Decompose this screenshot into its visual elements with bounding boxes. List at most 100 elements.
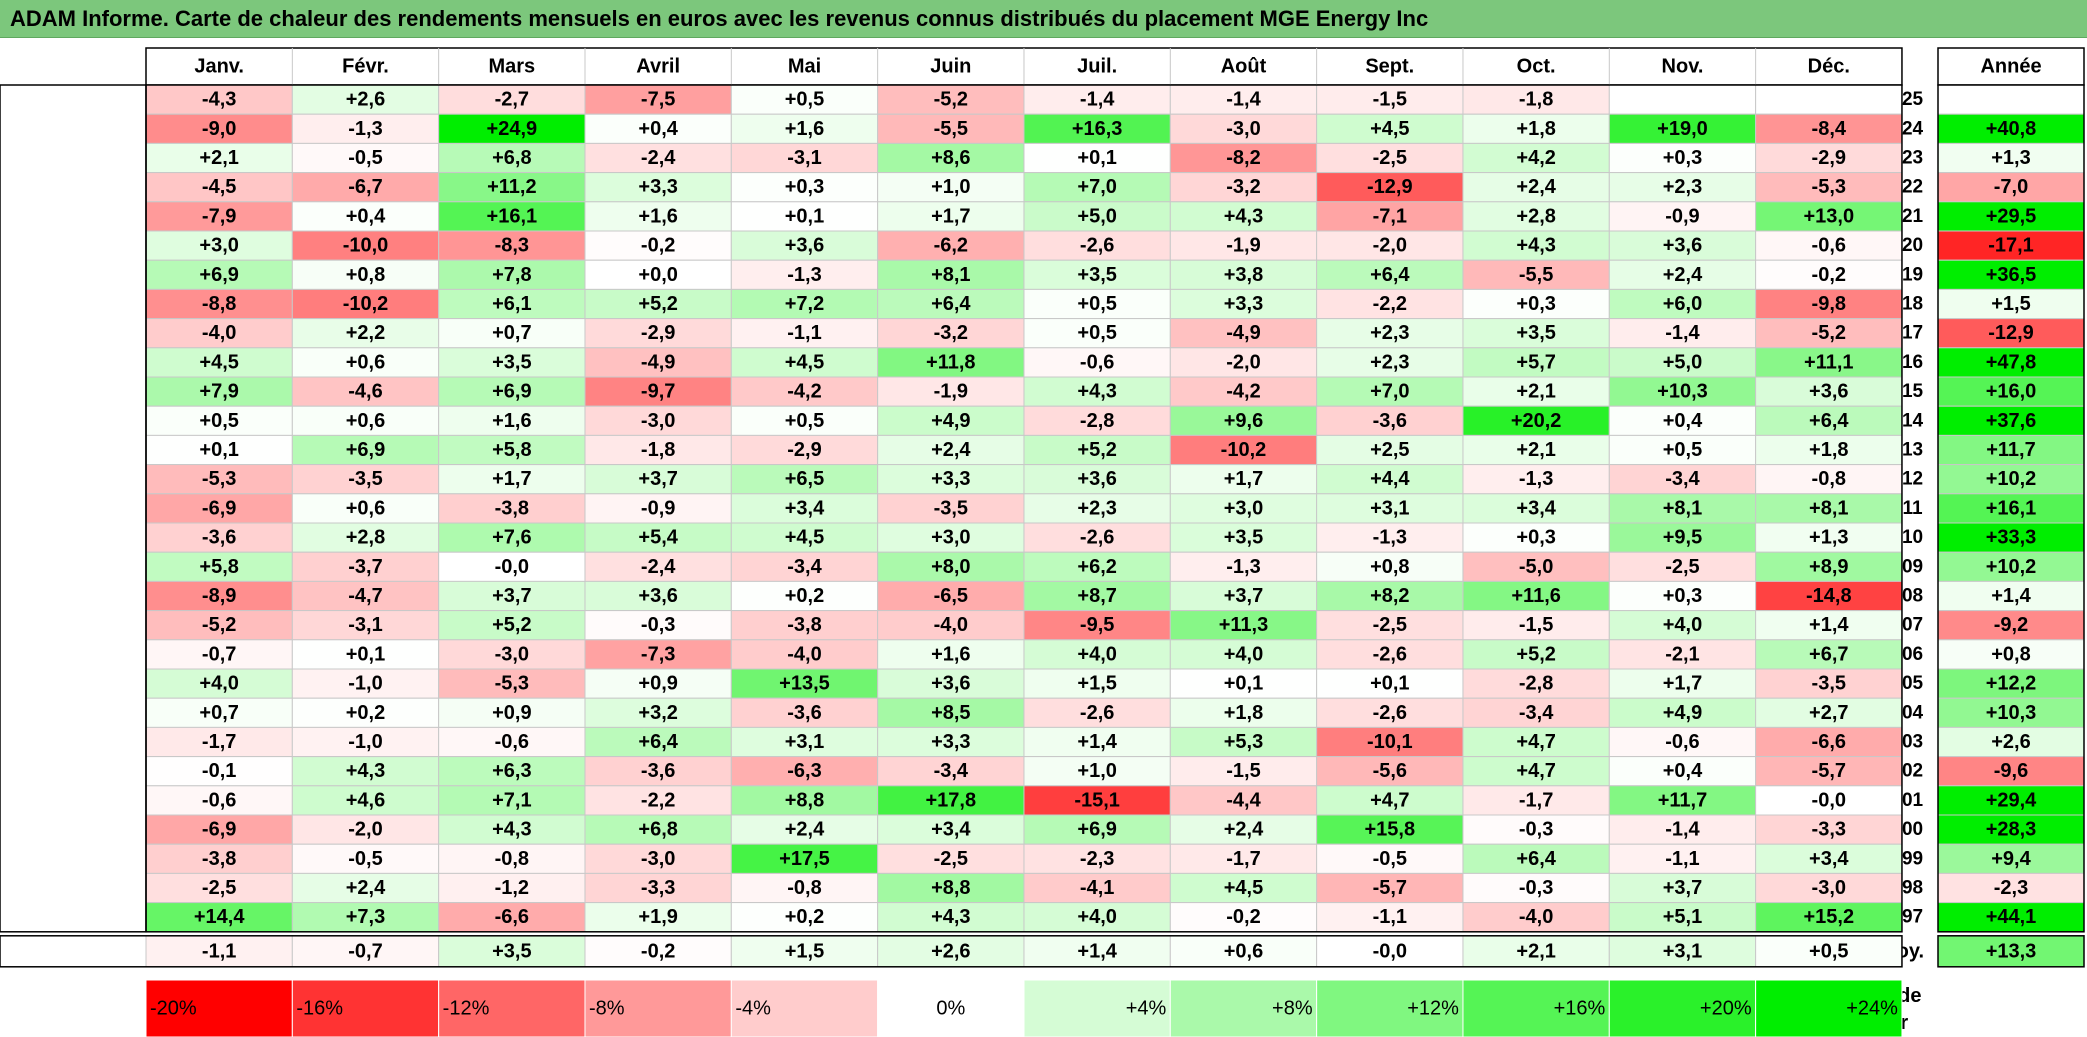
heat-cell-value: -4,3 (202, 89, 236, 111)
heat-cell (291, 814, 440, 845)
heat-cell-value: -4,5 (202, 176, 236, 198)
scale-swatch (145, 979, 293, 1037)
heat-cell-value: +3,1 (1370, 497, 1409, 519)
average-row-label: Moy. (1880, 940, 1924, 962)
heat-cell-value: +2,2 (346, 322, 385, 344)
heat-cell (877, 434, 1025, 466)
heat-cell-value: -1,1 (1665, 848, 1699, 870)
heat-cell-value: +0,5 (1077, 293, 1116, 315)
heat-cell (1023, 318, 1171, 349)
annual-column-border (1937, 84, 2085, 933)
heat-cell-value: +3,6 (931, 673, 970, 695)
heat-cell (1023, 756, 1171, 787)
heat-cell (1608, 785, 1757, 816)
heat-cell-value: +4,9 (931, 410, 970, 432)
heat-cell-value: -0,2 (641, 235, 675, 257)
heat-cell (1316, 843, 1464, 874)
annual-cell (1937, 434, 2085, 466)
heat-cell-value: -4,0 (934, 614, 968, 636)
heat-cell-value: +4,0 (1077, 906, 1116, 928)
annual-cell-value: +12,2 (1986, 673, 2037, 695)
heat-cell-value: -3,0 (495, 643, 529, 665)
heat-cell (145, 872, 293, 904)
heat-cell-value: -8,4 (1812, 118, 1847, 140)
heat-cell (1462, 639, 1610, 670)
heat-cell-value: +15,2 (1803, 906, 1854, 928)
heat-cell-value: -1,2 (495, 877, 529, 899)
heat-cell (877, 84, 1025, 115)
heat-cell-value: +0,5 (785, 89, 824, 111)
heat-cell (1608, 522, 1757, 553)
heat-cell-value: +8,7 (1077, 585, 1116, 607)
average-annual-cell (1937, 935, 2085, 968)
heat-cell (877, 464, 1025, 495)
year-label-2020: 2020 (1881, 235, 1923, 256)
heat-cell (1755, 376, 1903, 407)
heat-cell-value: +1,8 (1809, 439, 1848, 461)
heat-cell (1316, 814, 1464, 845)
year-label-2006: 2006 (1881, 644, 1923, 665)
heat-cell-value: +5,3 (1224, 731, 1263, 753)
heat-cell (291, 668, 440, 699)
heat-cell (1755, 347, 1903, 378)
heat-cell (438, 142, 586, 174)
heat-cell (877, 551, 1025, 582)
year-label-2019: 2019 (1881, 264, 1923, 285)
heat-cell-value: +2,4 (931, 439, 971, 461)
heat-cell (1608, 288, 1757, 320)
year-label-2008: 2008 (1881, 586, 1923, 607)
annual-cell-value: +37,6 (1986, 410, 2037, 432)
heat-cell-value: -3,3 (641, 877, 675, 899)
heat-cell (1462, 756, 1610, 787)
heat-cell-value: -3,2 (1226, 176, 1260, 198)
heat-cell-value: -1,0 (348, 673, 382, 695)
heat-cell (584, 347, 732, 378)
heat-cell (1316, 376, 1464, 407)
heat-cell-value: -9,5 (1080, 614, 1114, 636)
heat-cell (438, 902, 586, 933)
heat-cell-value: -0,6 (1665, 731, 1699, 753)
heat-cell-value: +0,9 (638, 673, 677, 695)
average-cell-value: -0,7 (348, 940, 382, 962)
annual-cell-value: +29,4 (1986, 789, 2037, 811)
annual-cell (1937, 902, 2085, 933)
heat-cell-value: -6,9 (202, 819, 236, 841)
heat-cell (1316, 610, 1464, 641)
heat-cell-value: +0,3 (1516, 527, 1555, 549)
heat-cell-value: +11,3 (1219, 614, 1269, 636)
heat-cell-value: -0,3 (1519, 819, 1553, 841)
heat-cell (1608, 551, 1757, 582)
heat-cell (730, 668, 879, 699)
heat-cell (1462, 697, 1610, 728)
year-label-2004: 2004 (1881, 702, 1924, 723)
annual-cell (1937, 843, 2085, 874)
heat-cell-value: +1,6 (785, 118, 824, 140)
heat-cell (1462, 113, 1610, 144)
heat-cell (730, 843, 879, 874)
heat-cell (1169, 318, 1318, 349)
scale-step-label: +12% (1407, 998, 1459, 1020)
heat-cell (1316, 201, 1464, 232)
heat-cell (584, 201, 732, 232)
heat-cell (1462, 902, 1610, 933)
annual-cell (1937, 785, 2085, 816)
average-cell (730, 935, 879, 968)
heat-cell-value: +11,7 (1658, 789, 1708, 811)
heat-cell (1462, 464, 1610, 495)
heat-cell (730, 113, 879, 144)
heat-cell-value: +5,2 (1077, 439, 1116, 461)
heat-cell-value: +6,8 (638, 819, 677, 841)
heat-cell-value: -3,5 (934, 497, 968, 519)
heat-cell (1755, 522, 1903, 553)
heat-cell (291, 843, 440, 874)
scale-label-line1: Echelle de (1823, 985, 1922, 1007)
heat-cell (291, 464, 440, 495)
heat-cell-value: +3,0 (1224, 497, 1263, 519)
heat-cell-value: +3,7 (638, 468, 677, 490)
heat-cell (145, 464, 293, 495)
heat-cell-value: -0,9 (641, 497, 675, 519)
heat-cell (730, 405, 879, 436)
heat-cell-value: -2,9 (1812, 147, 1846, 169)
heat-cell-value: +4,2 (1516, 147, 1555, 169)
heat-cell (291, 318, 440, 349)
